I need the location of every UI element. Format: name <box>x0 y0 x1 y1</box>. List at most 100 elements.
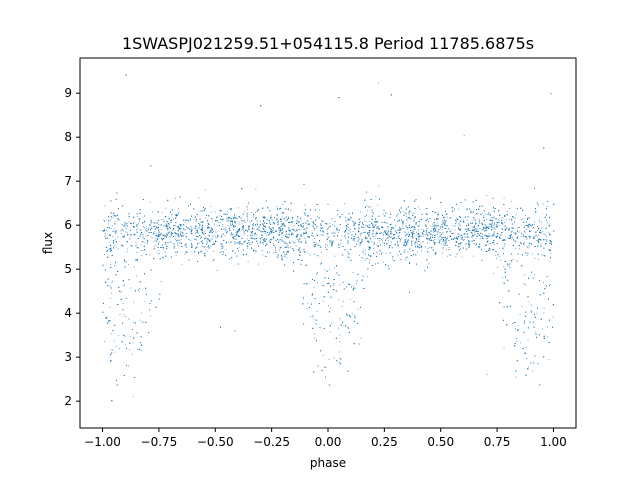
data-point <box>304 237 306 239</box>
data-point <box>113 228 115 230</box>
data-point <box>262 220 264 221</box>
data-point <box>290 242 292 244</box>
data-point <box>145 226 147 228</box>
data-point <box>527 339 529 341</box>
data-point <box>251 212 253 213</box>
data-point <box>165 207 166 209</box>
data-point <box>181 263 183 265</box>
data-point <box>352 231 354 233</box>
data-point <box>373 248 375 250</box>
data-point <box>175 252 176 253</box>
data-point <box>117 384 119 385</box>
data-point <box>204 230 206 232</box>
data-point <box>103 235 105 237</box>
data-point <box>426 232 428 234</box>
data-point <box>542 328 543 330</box>
data-point <box>164 236 166 238</box>
data-point <box>239 235 241 237</box>
data-point <box>446 238 448 240</box>
data-point <box>367 210 368 212</box>
data-point <box>497 223 499 225</box>
data-point <box>519 342 521 344</box>
data-point <box>393 228 395 230</box>
data-point <box>328 305 329 306</box>
data-point <box>349 298 351 300</box>
data-point <box>176 233 178 235</box>
data-point <box>139 319 141 321</box>
data-point <box>176 225 178 227</box>
data-point <box>143 220 145 222</box>
data-point <box>469 230 471 231</box>
data-point <box>253 216 254 218</box>
data-point <box>492 233 494 235</box>
data-point <box>362 257 364 259</box>
data-point <box>543 282 544 283</box>
data-point <box>221 251 223 253</box>
data-point <box>318 244 320 246</box>
data-point <box>230 234 232 236</box>
data-point <box>111 225 113 227</box>
data-point <box>133 223 134 224</box>
data-point <box>374 238 376 239</box>
data-point <box>281 233 283 235</box>
data-point <box>184 253 186 255</box>
data-point <box>533 362 535 364</box>
data-point <box>362 227 364 228</box>
data-point <box>368 234 370 236</box>
data-point <box>519 248 520 250</box>
data-point <box>238 223 240 225</box>
data-point <box>174 232 175 233</box>
data-point <box>372 224 374 226</box>
data-point <box>161 212 163 214</box>
data-point <box>139 288 140 289</box>
data-point <box>364 259 366 261</box>
data-point <box>456 221 458 223</box>
data-point <box>490 220 492 222</box>
data-point <box>526 255 528 256</box>
data-point <box>220 237 222 239</box>
data-point <box>314 254 316 255</box>
data-point <box>295 231 297 232</box>
data-point <box>198 197 200 199</box>
data-point <box>544 244 546 245</box>
data-point <box>431 225 433 227</box>
data-point <box>347 227 349 228</box>
data-point <box>442 220 444 222</box>
data-point <box>262 231 264 233</box>
data-point <box>438 239 440 241</box>
data-point <box>160 232 162 234</box>
data-point <box>160 229 162 230</box>
data-point <box>447 238 448 240</box>
data-point <box>174 235 176 237</box>
data-point <box>426 231 427 233</box>
data-point <box>254 250 256 251</box>
data-point <box>122 230 124 232</box>
data-point <box>377 215 379 217</box>
data-point <box>375 196 377 197</box>
data-point <box>248 201 249 203</box>
data-point <box>195 232 196 234</box>
data-point <box>382 261 384 263</box>
data-point <box>535 331 537 333</box>
data-point <box>431 235 433 237</box>
data-point <box>537 240 539 242</box>
data-point <box>418 238 420 240</box>
data-point <box>290 246 291 248</box>
data-point <box>462 239 463 241</box>
data-point <box>119 314 121 316</box>
data-point <box>286 253 287 255</box>
data-point <box>329 268 330 270</box>
data-point <box>173 218 174 220</box>
data-point <box>486 230 488 232</box>
data-point <box>341 235 343 237</box>
data-point <box>535 212 536 214</box>
data-point <box>230 209 232 211</box>
data-point <box>257 243 258 245</box>
data-point <box>232 237 234 239</box>
data-point <box>346 313 348 315</box>
data-point <box>352 313 354 315</box>
data-point <box>509 263 511 265</box>
data-point <box>194 238 196 240</box>
data-point <box>524 274 526 276</box>
data-point <box>300 229 302 230</box>
